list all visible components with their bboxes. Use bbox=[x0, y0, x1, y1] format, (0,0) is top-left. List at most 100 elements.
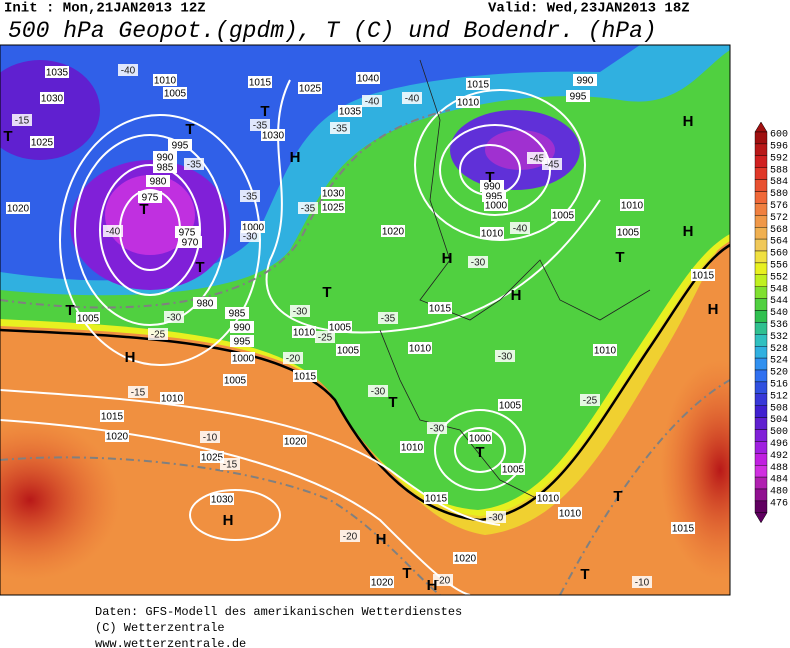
colorbar-swatch bbox=[754, 429, 768, 442]
colorbar-tick-label: 488 bbox=[770, 463, 788, 474]
temperature-label-box bbox=[495, 350, 515, 362]
isobar-label-box bbox=[501, 463, 525, 475]
isobar-label: 1020 bbox=[371, 578, 394, 589]
colorbar-tick-label: 516 bbox=[770, 380, 788, 391]
pressure-center: T bbox=[475, 444, 484, 461]
isobar-label: 995 bbox=[486, 192, 503, 203]
temperature-label: -30 bbox=[293, 307, 308, 318]
colorbar-tick-label: 504 bbox=[770, 415, 788, 426]
colorbar-swatch bbox=[754, 262, 768, 275]
isobar-label: 1030 bbox=[41, 94, 64, 105]
isobar-label: 1020 bbox=[382, 227, 405, 238]
isobar-label: 995 bbox=[172, 141, 189, 152]
temperature-label-box bbox=[184, 158, 204, 170]
isobar-label: 1035 bbox=[339, 107, 362, 118]
colorbar-tick-label: 552 bbox=[770, 272, 788, 283]
isobar-label: 1035 bbox=[46, 68, 69, 79]
init-time: Init : Mon,21JAN2013 12Z bbox=[4, 1, 206, 17]
temperature-label: -35 bbox=[253, 121, 268, 132]
colorbar-tick-label: 476 bbox=[770, 499, 788, 510]
colorbar-swatch bbox=[754, 298, 768, 311]
isobar-label-box bbox=[573, 74, 597, 86]
isobar-label: 995 bbox=[570, 92, 587, 103]
isobar-label-box bbox=[466, 78, 490, 90]
temperature-label: -40 bbox=[513, 224, 528, 235]
pressure-center: H bbox=[708, 301, 719, 318]
isobar-label-box bbox=[593, 344, 617, 356]
isobar-label: 1010 bbox=[293, 328, 316, 339]
isobar-label-box bbox=[146, 175, 170, 187]
temperature-label: -25 bbox=[318, 333, 333, 344]
colorbar-swatch bbox=[754, 143, 768, 156]
isobar-label: 1015 bbox=[425, 494, 448, 505]
isobar-label-box bbox=[231, 352, 255, 364]
colorbar-swatch bbox=[754, 417, 768, 430]
isobar-label: 1030 bbox=[211, 495, 234, 506]
pressure-center: T bbox=[580, 566, 589, 583]
isobar-label: 1005 bbox=[164, 89, 187, 100]
isobar-label-box bbox=[138, 191, 162, 203]
temperature-label-box bbox=[486, 511, 506, 523]
isobar-label-box bbox=[40, 92, 64, 104]
temperature-label-box bbox=[290, 305, 310, 317]
colorbar-swatch bbox=[754, 191, 768, 204]
isobar-label-box bbox=[408, 342, 432, 354]
isobar-label-box bbox=[6, 202, 30, 214]
colorbar-tick-label: 568 bbox=[770, 225, 788, 236]
colorbar-tick-label: 588 bbox=[770, 165, 788, 176]
colorbar-swatch bbox=[754, 346, 768, 359]
colorbar-tick-label: 556 bbox=[770, 261, 788, 272]
pressure-center: T bbox=[615, 249, 624, 266]
footer-line: www.wetterzentrale.de bbox=[95, 637, 246, 648]
pressure-center: H bbox=[427, 577, 438, 594]
colorbar-tick-label: 520 bbox=[770, 368, 788, 379]
temperature-label-box bbox=[240, 190, 260, 202]
temperature-label-box bbox=[298, 202, 318, 214]
isobar-label: 1005 bbox=[552, 211, 575, 222]
colorbar-swatch bbox=[754, 465, 768, 478]
temperature-label: -40 bbox=[405, 94, 420, 105]
pressure-center: H bbox=[442, 250, 453, 267]
colorbar-swatch bbox=[754, 381, 768, 394]
colorbar-swatch bbox=[754, 155, 768, 168]
temperature-label-box bbox=[200, 431, 220, 443]
isobar-label-box bbox=[484, 199, 508, 211]
isobar-label: 1010 bbox=[457, 98, 480, 109]
isobar-label-box bbox=[223, 374, 247, 386]
temperature-label: -25 bbox=[583, 396, 598, 407]
isobar-label-box bbox=[616, 226, 640, 238]
colorbar-tick-label: 532 bbox=[770, 332, 788, 343]
temperature-label-box bbox=[250, 119, 270, 131]
pressure-center: H bbox=[125, 349, 136, 366]
isobar-label-box bbox=[620, 199, 644, 211]
isobar-label: 1015 bbox=[294, 372, 317, 383]
isobar-label-box bbox=[328, 321, 352, 333]
isobar-label: 1025 bbox=[201, 453, 224, 464]
isobar-label-box bbox=[76, 312, 100, 324]
colorbar-tick-label: 484 bbox=[770, 475, 788, 486]
colorbar-arrow-bottom bbox=[754, 512, 768, 524]
isobar-label-box bbox=[283, 435, 307, 447]
temperature-label: -30 bbox=[489, 513, 504, 524]
isobar-label-box bbox=[293, 370, 317, 382]
colorbar-swatch bbox=[754, 310, 768, 323]
colorbar-tick-label: 500 bbox=[770, 427, 788, 438]
isobar-label-box bbox=[163, 87, 187, 99]
temperature-label-box bbox=[103, 225, 123, 237]
colorbar-tick-label: 528 bbox=[770, 344, 788, 355]
colorbar-swatch bbox=[754, 215, 768, 228]
temperature-label-box bbox=[315, 331, 335, 343]
isobar-label-box bbox=[298, 82, 322, 94]
isobar-label-box bbox=[230, 335, 254, 347]
colorbar-swatch bbox=[754, 131, 768, 145]
isobar-label: 1010 bbox=[621, 201, 644, 212]
temperature-label-box bbox=[362, 95, 382, 107]
temperature-label: -10 bbox=[635, 578, 650, 589]
isobar-label-box bbox=[321, 187, 345, 199]
isobar-label: 1010 bbox=[154, 76, 177, 87]
temperature-label: -30 bbox=[243, 232, 258, 243]
isobar-label-box bbox=[370, 576, 394, 588]
colorbar-swatch bbox=[754, 476, 768, 490]
isobar-label: 990 bbox=[234, 323, 251, 334]
colorbar-tick-label: 544 bbox=[770, 296, 788, 307]
